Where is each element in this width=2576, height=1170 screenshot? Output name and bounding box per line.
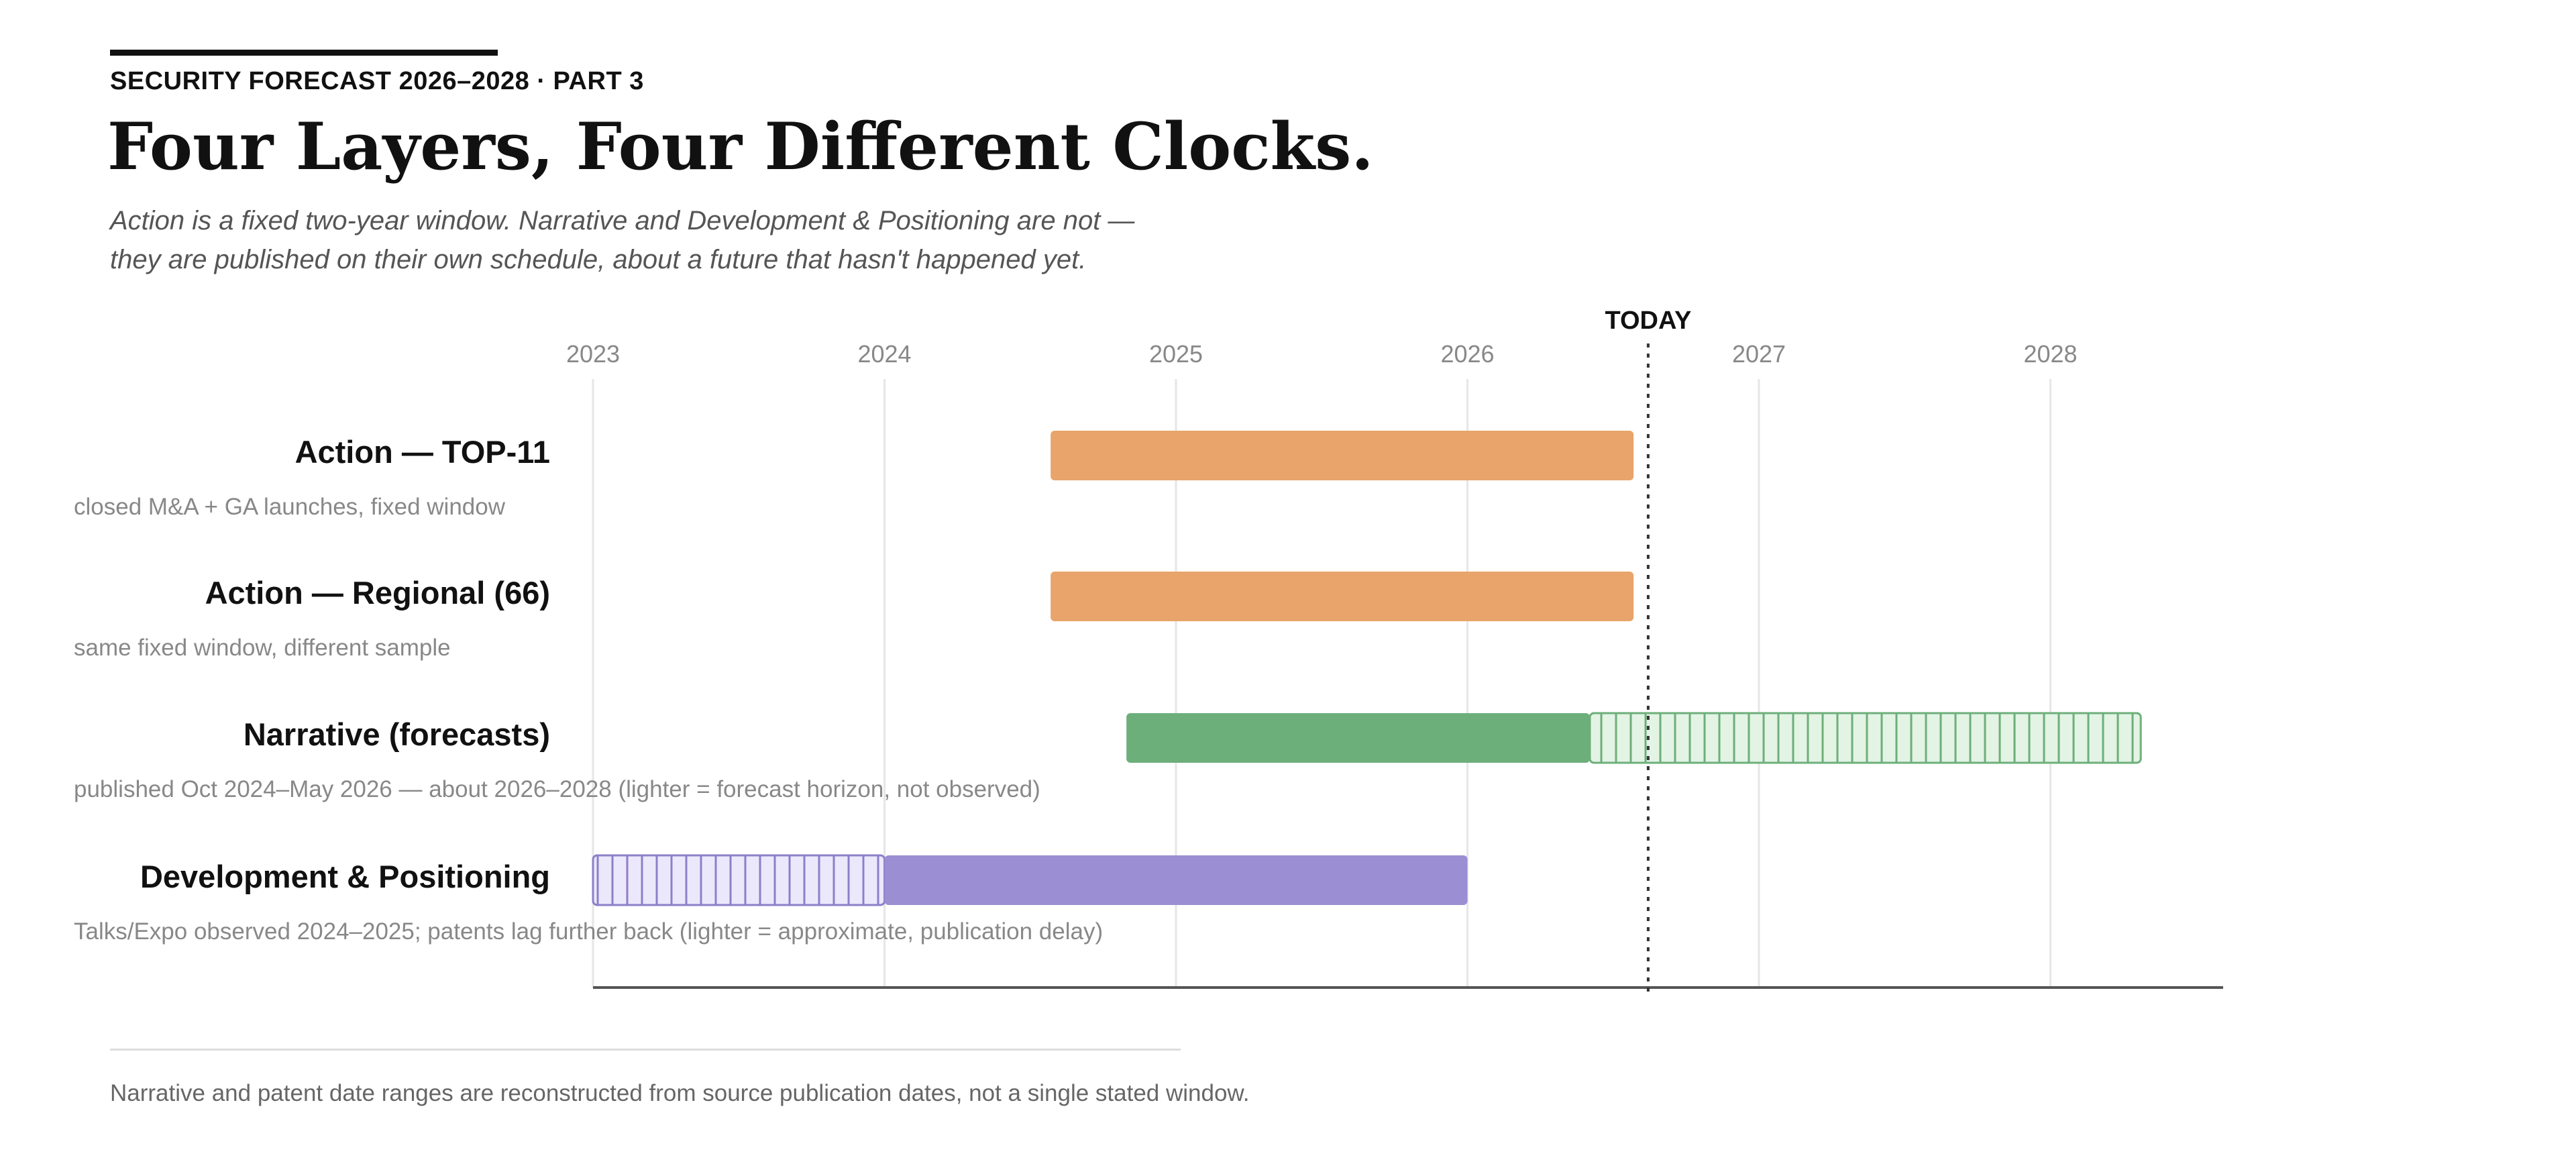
x-tick-label: 2025 xyxy=(1149,340,1203,368)
bar-solid xyxy=(1051,431,1634,480)
bar-solid xyxy=(1051,572,1634,621)
today-label: TODAY xyxy=(1605,307,1691,335)
bar-solid xyxy=(884,855,1468,905)
row-label: Action — Regional (66) xyxy=(205,575,550,610)
bar-solid xyxy=(1126,713,1590,763)
subtitle-line-2: they are published on their own schedule… xyxy=(110,245,1087,274)
subtitle: Action is a fixed two-year window. Narra… xyxy=(110,201,1291,279)
row-note: closed M&A + GA launches, fixed window xyxy=(74,494,506,520)
row-note: same fixed window, different sample xyxy=(74,635,451,661)
kicker: SECURITY FORECAST 2026–2028 · PART 3 xyxy=(110,67,644,95)
x-tick-label: 2026 xyxy=(1440,340,1494,368)
header-rule xyxy=(110,50,498,56)
page-title: Four Layers, Four Different Clocks. xyxy=(107,109,1374,184)
row-note: Talks/Expo observed 2024–2025; patents l… xyxy=(74,918,1103,945)
bar-hatched xyxy=(592,854,885,906)
footnote-rule xyxy=(110,1049,1181,1051)
x-tick-label: 2028 xyxy=(2023,340,2077,368)
row-label: Development & Positioning xyxy=(140,859,550,894)
row-label: Narrative (forecasts) xyxy=(244,716,550,752)
bar-hatched xyxy=(1589,712,2142,764)
row-label: Action — TOP-11 xyxy=(295,434,550,470)
row-note: published Oct 2024–May 2026 — about 2026… xyxy=(74,776,1040,802)
footnote: Narrative and patent date ranges are rec… xyxy=(110,1080,1250,1106)
x-tick-label: 2024 xyxy=(857,340,911,368)
x-tick-label: 2023 xyxy=(566,340,620,368)
subtitle-line-1: Action is a fixed two-year window. Narra… xyxy=(110,206,1135,235)
x-tick-label: 2027 xyxy=(1732,340,1786,368)
